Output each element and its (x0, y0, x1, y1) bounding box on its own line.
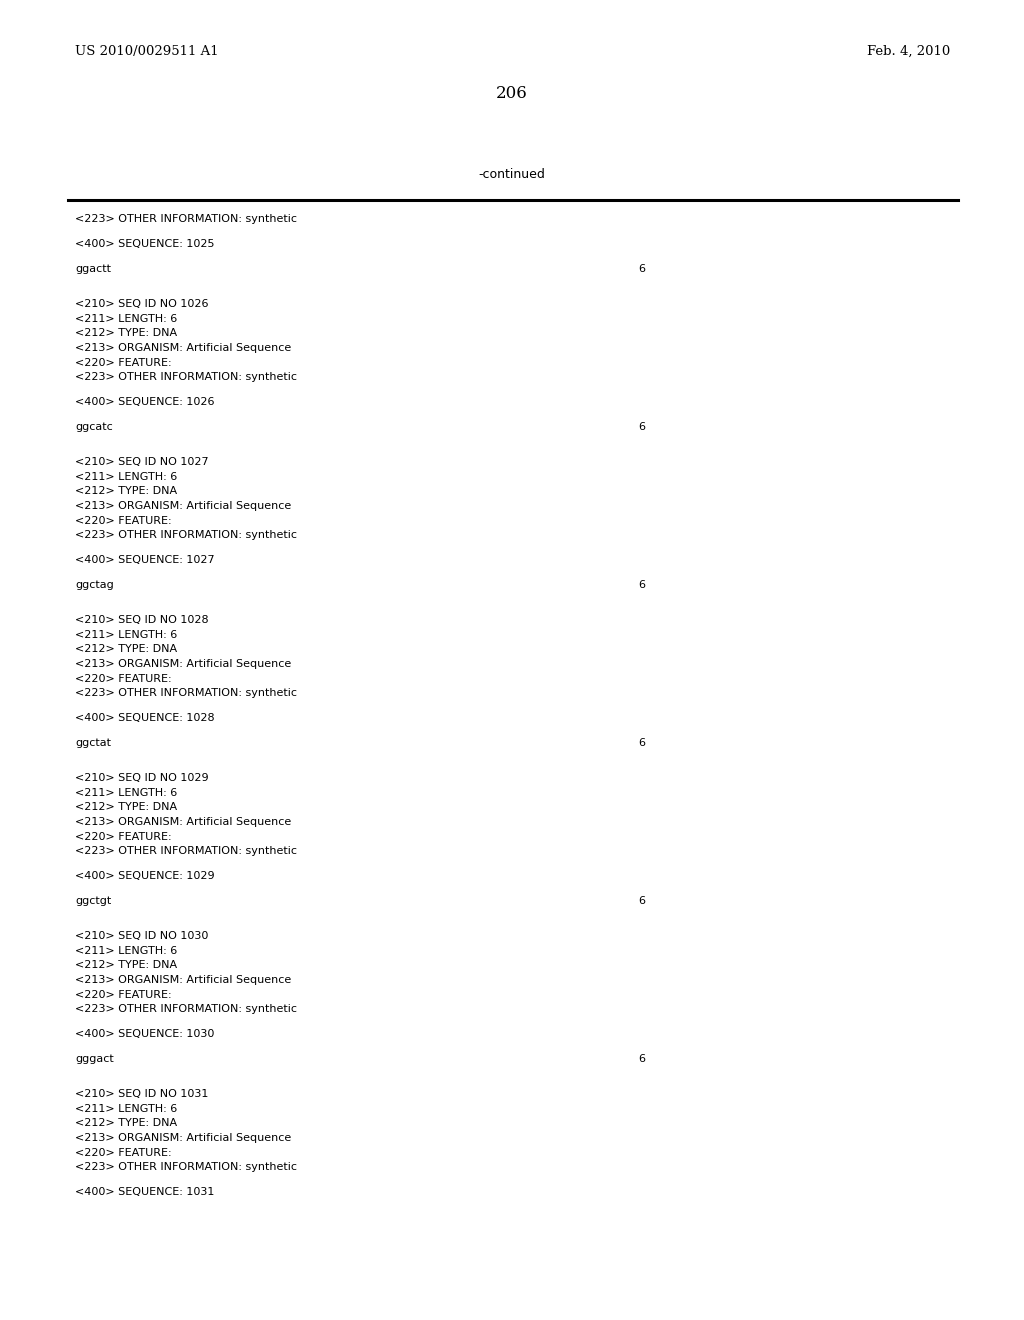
Text: <223> OTHER INFORMATION: synthetic: <223> OTHER INFORMATION: synthetic (75, 688, 297, 698)
Text: <211> LENGTH: 6: <211> LENGTH: 6 (75, 1104, 177, 1114)
Text: <400> SEQUENCE: 1031: <400> SEQUENCE: 1031 (75, 1187, 214, 1197)
Text: <210> SEQ ID NO 1031: <210> SEQ ID NO 1031 (75, 1089, 208, 1100)
Text: <212> TYPE: DNA: <212> TYPE: DNA (75, 961, 177, 970)
Text: 6: 6 (638, 738, 645, 748)
Text: ggcatc: ggcatc (75, 422, 113, 432)
Text: <211> LENGTH: 6: <211> LENGTH: 6 (75, 314, 177, 323)
Text: <210> SEQ ID NO 1029: <210> SEQ ID NO 1029 (75, 774, 209, 784)
Text: <223> OTHER INFORMATION: synthetic: <223> OTHER INFORMATION: synthetic (75, 1162, 297, 1172)
Text: <210> SEQ ID NO 1030: <210> SEQ ID NO 1030 (75, 932, 208, 941)
Text: -continued: -continued (478, 168, 546, 181)
Text: <213> ORGANISM: Artificial Sequence: <213> ORGANISM: Artificial Sequence (75, 975, 291, 985)
Text: 6: 6 (638, 896, 645, 906)
Text: <220> FEATURE:: <220> FEATURE: (75, 1147, 172, 1158)
Text: <211> LENGTH: 6: <211> LENGTH: 6 (75, 473, 177, 482)
Text: ggactt: ggactt (75, 264, 111, 275)
Text: <212> TYPE: DNA: <212> TYPE: DNA (75, 1118, 177, 1129)
Text: <400> SEQUENCE: 1027: <400> SEQUENCE: 1027 (75, 554, 215, 565)
Text: <400> SEQUENCE: 1029: <400> SEQUENCE: 1029 (75, 871, 215, 880)
Text: <220> FEATURE:: <220> FEATURE: (75, 990, 172, 999)
Text: <223> OTHER INFORMATION: synthetic: <223> OTHER INFORMATION: synthetic (75, 846, 297, 855)
Text: <211> LENGTH: 6: <211> LENGTH: 6 (75, 788, 177, 799)
Text: <212> TYPE: DNA: <212> TYPE: DNA (75, 329, 177, 338)
Text: gggact: gggact (75, 1053, 114, 1064)
Text: <213> ORGANISM: Artificial Sequence: <213> ORGANISM: Artificial Sequence (75, 343, 291, 352)
Text: <213> ORGANISM: Artificial Sequence: <213> ORGANISM: Artificial Sequence (75, 659, 291, 669)
Text: <223> OTHER INFORMATION: synthetic: <223> OTHER INFORMATION: synthetic (75, 372, 297, 381)
Text: <220> FEATURE:: <220> FEATURE: (75, 673, 172, 684)
Text: 6: 6 (638, 422, 645, 432)
Text: <213> ORGANISM: Artificial Sequence: <213> ORGANISM: Artificial Sequence (75, 817, 291, 828)
Text: <400> SEQUENCE: 1026: <400> SEQUENCE: 1026 (75, 397, 214, 407)
Text: US 2010/0029511 A1: US 2010/0029511 A1 (75, 45, 219, 58)
Text: 6: 6 (638, 579, 645, 590)
Text: ggctat: ggctat (75, 738, 111, 748)
Text: <210> SEQ ID NO 1027: <210> SEQ ID NO 1027 (75, 458, 209, 467)
Text: <220> FEATURE:: <220> FEATURE: (75, 832, 172, 842)
Text: <220> FEATURE:: <220> FEATURE: (75, 516, 172, 525)
Text: 6: 6 (638, 1053, 645, 1064)
Text: <210> SEQ ID NO 1026: <210> SEQ ID NO 1026 (75, 300, 209, 309)
Text: <223> OTHER INFORMATION: synthetic: <223> OTHER INFORMATION: synthetic (75, 214, 297, 224)
Text: <400> SEQUENCE: 1025: <400> SEQUENCE: 1025 (75, 239, 214, 249)
Text: <223> OTHER INFORMATION: synthetic: <223> OTHER INFORMATION: synthetic (75, 1005, 297, 1014)
Text: <213> ORGANISM: Artificial Sequence: <213> ORGANISM: Artificial Sequence (75, 502, 291, 511)
Text: <400> SEQUENCE: 1028: <400> SEQUENCE: 1028 (75, 713, 215, 723)
Text: <212> TYPE: DNA: <212> TYPE: DNA (75, 644, 177, 655)
Text: ggctgt: ggctgt (75, 896, 112, 906)
Text: <211> LENGTH: 6: <211> LENGTH: 6 (75, 630, 177, 640)
Text: <213> ORGANISM: Artificial Sequence: <213> ORGANISM: Artificial Sequence (75, 1133, 291, 1143)
Text: 206: 206 (496, 84, 528, 102)
Text: 6: 6 (638, 264, 645, 275)
Text: <220> FEATURE:: <220> FEATURE: (75, 358, 172, 367)
Text: <400> SEQUENCE: 1030: <400> SEQUENCE: 1030 (75, 1030, 214, 1039)
Text: <212> TYPE: DNA: <212> TYPE: DNA (75, 803, 177, 813)
Text: Feb. 4, 2010: Feb. 4, 2010 (866, 45, 950, 58)
Text: <223> OTHER INFORMATION: synthetic: <223> OTHER INFORMATION: synthetic (75, 531, 297, 540)
Text: ggctag: ggctag (75, 579, 114, 590)
Text: <212> TYPE: DNA: <212> TYPE: DNA (75, 487, 177, 496)
Text: <210> SEQ ID NO 1028: <210> SEQ ID NO 1028 (75, 615, 209, 626)
Text: <211> LENGTH: 6: <211> LENGTH: 6 (75, 946, 177, 956)
